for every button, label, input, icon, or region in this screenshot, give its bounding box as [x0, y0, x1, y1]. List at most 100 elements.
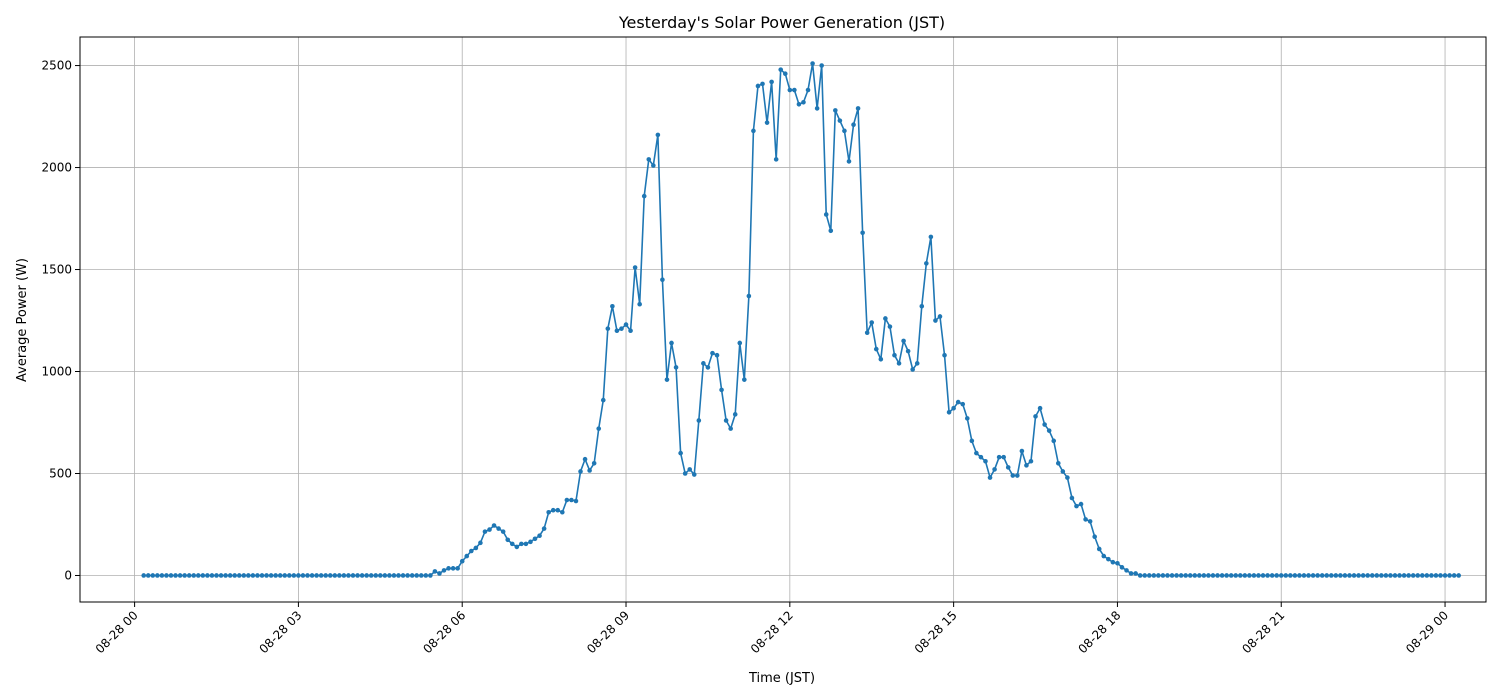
data-point [974, 450, 979, 456]
y-tick-label: 2000 [41, 161, 72, 175]
data-point [591, 461, 597, 466]
data-point [405, 573, 410, 578]
data-point [937, 314, 943, 319]
data-point [564, 497, 570, 503]
data-point [660, 277, 665, 283]
data-point [150, 573, 156, 578]
data-point [928, 234, 934, 240]
data-point [1206, 573, 1211, 578]
data-point [1156, 573, 1161, 578]
data-point [773, 157, 779, 162]
data-point [450, 566, 456, 571]
data-point [1369, 573, 1375, 578]
data-point [300, 573, 306, 578]
data-point [359, 573, 365, 578]
data-point [846, 159, 852, 164]
data-point [787, 87, 793, 93]
data-point [537, 533, 542, 539]
data-point [1210, 573, 1216, 578]
data-point [1083, 517, 1088, 522]
data-point [600, 397, 606, 403]
data-point [946, 410, 952, 415]
data-point [168, 573, 174, 578]
data-point [860, 230, 865, 236]
data-point [614, 328, 620, 334]
data-point [951, 405, 956, 411]
y-tick-label: 2500 [41, 59, 72, 73]
data-point [1065, 475, 1070, 480]
x-tick-label: 08-28 21 [1239, 608, 1287, 656]
data-point [1424, 573, 1430, 578]
data-point [691, 472, 697, 477]
data-point [1265, 573, 1270, 578]
data-point [855, 106, 861, 111]
data-point [532, 536, 538, 542]
data-point [346, 573, 351, 578]
data-point [696, 418, 702, 423]
data-point [582, 456, 588, 462]
data-point [223, 573, 228, 578]
data-point [828, 228, 834, 234]
x-axis-ticks: 08-28 00 08-28 03 08-28 06 08-28 09 08-28 12… [93, 602, 1451, 656]
data-point [1096, 546, 1102, 552]
data-point [491, 523, 497, 528]
data-point [209, 573, 215, 578]
data-point [655, 132, 661, 138]
data-point [546, 509, 551, 515]
x-tick-label: 08-28 03 [256, 608, 304, 656]
data-point [1119, 565, 1125, 570]
data-point [869, 320, 875, 325]
data-point [819, 63, 824, 68]
data-point [1301, 573, 1307, 578]
x-tick-label: 08-28 18 [1076, 608, 1124, 656]
data-point [1110, 559, 1116, 565]
y-tick-label: 1000 [41, 365, 72, 379]
data-point [309, 573, 315, 578]
data-point [751, 128, 756, 134]
data-point [1379, 573, 1384, 578]
data-point [550, 507, 556, 513]
data-point [1365, 573, 1370, 578]
data-point [214, 573, 219, 578]
data-point [482, 529, 488, 534]
data-point [432, 569, 438, 574]
data-point [1447, 573, 1452, 578]
data-point [632, 265, 638, 270]
data-point [186, 573, 192, 578]
plot-frame [79, 36, 1487, 603]
data-point [887, 324, 893, 329]
data-point [555, 507, 561, 513]
data-point [514, 544, 520, 550]
data-point [1074, 503, 1079, 509]
data-point [373, 573, 379, 578]
data-point [673, 365, 679, 370]
data-point [896, 361, 902, 366]
data-point [924, 261, 929, 266]
data-point [469, 548, 474, 554]
data-point [1106, 556, 1111, 562]
data-point [414, 573, 420, 578]
data-point [400, 573, 406, 578]
y-tick-label: 500 [49, 466, 72, 480]
data-point [664, 377, 670, 382]
data-point [1410, 573, 1416, 578]
data-point [314, 573, 319, 578]
data-point [1015, 473, 1020, 478]
data-point [1042, 422, 1047, 427]
y-axis-label: Average Power (W) [15, 258, 30, 382]
data-point [978, 454, 984, 460]
x-tick-label: 08-28 15 [912, 608, 960, 656]
data-point [277, 573, 283, 578]
data-point [145, 573, 151, 578]
data-point [1024, 463, 1029, 468]
data-point [1278, 573, 1284, 578]
data-point [1438, 573, 1443, 578]
data-point [1151, 573, 1157, 578]
data-point [1347, 573, 1352, 578]
data-point [218, 573, 224, 578]
data-point [955, 399, 961, 405]
data-point [500, 529, 506, 534]
data-point [873, 346, 879, 352]
data-point [541, 526, 547, 531]
data-point [628, 328, 633, 334]
